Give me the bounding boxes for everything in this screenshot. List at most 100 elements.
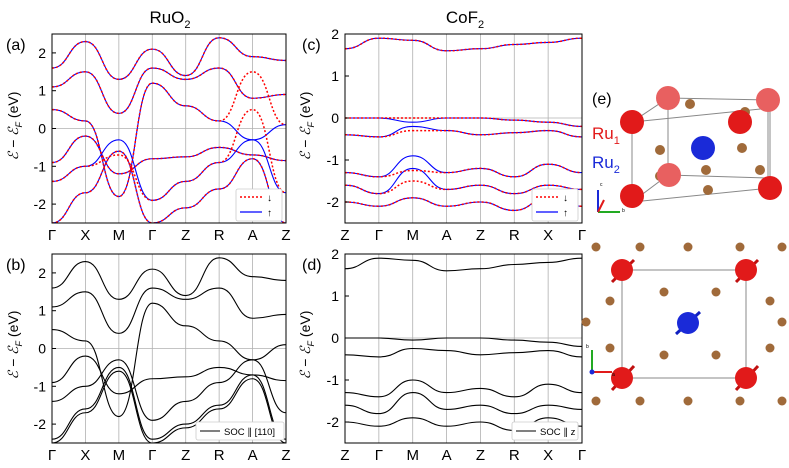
ytick-label-c: 0 <box>331 110 339 126</box>
svg-text:b: b <box>622 208 625 214</box>
band-line-d-s0-b5 <box>345 417 582 431</box>
xtick-label-b: Z <box>281 447 290 464</box>
ytick-label-a: 0 <box>38 121 46 137</box>
band-line-c-s0-b3 <box>345 155 582 178</box>
panel-d-cof2-soc-bands: -2 -1 0 1 2 Z Γ M A Z R X Γ <box>327 246 587 464</box>
ytick-label-b: -1 <box>34 378 47 394</box>
legend-d-label: SOC ∥ z <box>540 427 576 438</box>
panel-c-cof2-bands: -2 -1 0 1 2 Z Γ M A Z R X Γ <box>327 26 587 244</box>
xtick-label-a: Γ <box>48 227 56 244</box>
xtick-label-b: Γ <box>148 447 156 464</box>
band-line-c-s1-b2 <box>345 129 582 138</box>
legend-d: SOC ∥ z <box>511 421 579 441</box>
band-line-d-s0-b0 <box>345 257 582 272</box>
xtick-label-a: M <box>113 227 126 244</box>
axes-triad-bottom: b a <box>586 344 615 378</box>
ytick-label-c: 2 <box>331 26 339 42</box>
svg-text:ℰ − ℰF (eV): ℰ − ℰF (eV) <box>297 92 316 161</box>
ylabel-a: ℰ − ℰF (eV) <box>5 92 24 161</box>
band-line-b-s0-b6 <box>52 257 286 300</box>
xtick-label-d: A <box>442 447 452 464</box>
legend-c: ↓ ↑ <box>531 188 579 222</box>
xtick-label-a: A <box>248 227 258 244</box>
band-line-a-s1-b2 <box>52 135 286 175</box>
oxygen-atoms-bottom <box>581 242 787 406</box>
band-line-a-s0-b3 <box>52 82 286 198</box>
band-line-d-s0-b2 <box>345 347 582 358</box>
legend-a: ↓ ↑ <box>235 188 283 222</box>
panel-label-a: (a) <box>6 37 26 54</box>
xtick-label-d: Γ <box>578 447 586 464</box>
ytick-label-a: -2 <box>34 196 47 212</box>
svg-text:b: b <box>586 344 589 350</box>
band-line-c-s1-b4 <box>345 180 582 195</box>
xtick-label-d: Γ <box>375 447 383 464</box>
ytick-label-c: -2 <box>327 194 340 210</box>
xtick-label-a: R <box>214 227 225 244</box>
crystal-bottom: b a <box>581 242 787 406</box>
ytick-label-d: -2 <box>327 414 340 430</box>
xtick-label-d: Z <box>340 447 349 464</box>
band-line-a-s1-b0 <box>52 150 286 223</box>
band-line-d-s0-b1 <box>345 337 582 347</box>
ytick-label-a: 2 <box>38 45 46 61</box>
axes-triad-top: c b <box>597 182 625 214</box>
unit-cell-bottom <box>621 269 747 379</box>
xtick-label-d: Z <box>476 447 485 464</box>
crystal-top: Ru1 Ru2 c b <box>592 86 782 214</box>
ytick-label-c: -1 <box>327 152 340 168</box>
legend-a-up-label: ↑ <box>267 208 272 219</box>
legend-a-down-label: ↓ <box>267 193 272 204</box>
xtick-label-c: X <box>543 227 553 244</box>
xtick-label-c: Γ <box>578 227 586 244</box>
ytick-label-d: 2 <box>331 246 339 262</box>
svg-text:ℰ − ℰF (eV): ℰ − ℰF (eV) <box>297 311 316 380</box>
xtick-label-d: M <box>406 447 419 464</box>
band-line-a-s1-b4 <box>52 67 286 115</box>
band-line-c-s1-b5 <box>345 197 582 212</box>
legend-c-down-label: ↓ <box>563 193 568 204</box>
legend-b: SOC ∥ [110] <box>195 421 285 441</box>
panel-label-d: (d) <box>302 257 322 274</box>
xtick-label-b: M <box>113 447 126 464</box>
ytick-label-c: 1 <box>331 68 339 84</box>
xtick-label-a: Z <box>181 227 190 244</box>
band-line-c-s0-b0 <box>345 37 582 52</box>
band-line-d-s0-b4 <box>345 392 582 415</box>
band-line-b-s0-b0 <box>52 370 286 443</box>
band-line-b-s0-b3 <box>52 355 286 395</box>
xtick-label-b: A <box>248 447 258 464</box>
ylabel-c: ℰ − ℰF (eV) <box>297 92 316 161</box>
xtick-label-a: X <box>80 227 90 244</box>
band-line-c-s1-b0 <box>345 37 582 52</box>
ytick-label-a: 1 <box>38 83 46 99</box>
xtick-label-b: Z <box>181 447 190 464</box>
svg-text:c: c <box>600 182 603 188</box>
legend-b-label: SOC ∥ [110] <box>224 427 275 438</box>
panel-label-b: (b) <box>6 257 26 274</box>
ru1-label: Ru1 <box>592 124 620 147</box>
xtick-label-c: Z <box>476 227 485 244</box>
ylabel-d: ℰ − ℰF (eV) <box>297 311 316 380</box>
axes-frame-c <box>344 33 583 224</box>
panel-label-e: (e) <box>592 91 612 108</box>
ru2-label: Ru2 <box>592 153 620 176</box>
svg-text:ℰ − ℰF (eV): ℰ − ℰF (eV) <box>5 92 24 161</box>
band-line-c-s0-b2 <box>345 125 582 138</box>
xtick-label-c: R <box>509 227 520 244</box>
ylabel-b: ℰ − ℰF (eV) <box>5 311 24 380</box>
panel-a-ruo2-bands: -2 -1 0 1 2 Γ X M Γ Z R A Z <box>34 33 291 244</box>
svg-text:a: a <box>612 372 615 378</box>
legend-c-up-label: ↑ <box>563 208 568 219</box>
ru1-atoms-bottom <box>611 259 757 389</box>
xtick-label-d: X <box>543 447 553 464</box>
axes-frame-d <box>344 253 583 444</box>
band-line-d-s0-b3 <box>345 379 582 398</box>
ytick-label-d: -1 <box>327 372 340 388</box>
band-line-b-s0-b2 <box>52 359 286 421</box>
ru2-atom-top <box>691 136 715 160</box>
xtick-label-c: Z <box>340 227 349 244</box>
title-ruo2: RuO2 <box>149 8 190 31</box>
panel-label-c: (c) <box>302 37 321 54</box>
